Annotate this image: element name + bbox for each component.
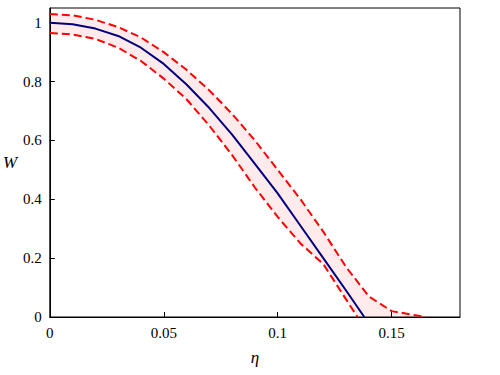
- svg-text:0: 0: [34, 309, 42, 325]
- svg-text:W: W: [3, 153, 19, 172]
- svg-text:0.6: 0.6: [23, 132, 42, 148]
- svg-text:η: η: [251, 348, 259, 367]
- svg-text:0.05: 0.05: [151, 325, 177, 341]
- svg-text:0.4: 0.4: [23, 191, 42, 207]
- svg-text:0.15: 0.15: [379, 325, 405, 341]
- svg-text:0.1: 0.1: [268, 325, 287, 341]
- svg-text:0.2: 0.2: [23, 250, 42, 266]
- svg-text:0.8: 0.8: [23, 74, 42, 90]
- svg-text:1: 1: [34, 15, 42, 31]
- svg-text:0: 0: [46, 325, 54, 341]
